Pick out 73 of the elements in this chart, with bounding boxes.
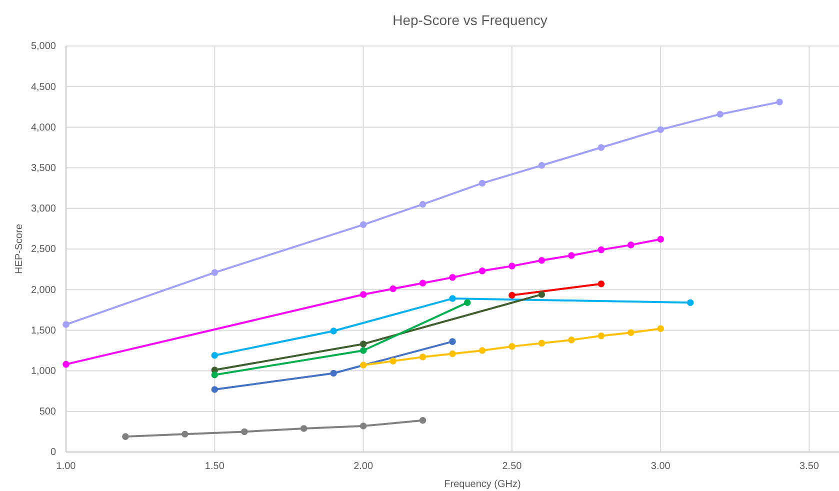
point xyxy=(598,144,605,151)
point xyxy=(390,358,396,364)
point xyxy=(449,350,456,358)
point xyxy=(538,340,546,347)
y-tick-label: 2,500 xyxy=(30,244,56,256)
point xyxy=(568,252,575,259)
point xyxy=(122,433,129,440)
point xyxy=(211,386,218,393)
point xyxy=(419,354,426,360)
point xyxy=(360,340,367,348)
point xyxy=(598,246,605,254)
point xyxy=(211,352,218,359)
point xyxy=(508,292,516,299)
x-axis-title: Frequency (GHz) xyxy=(444,479,521,490)
point xyxy=(628,242,634,248)
point xyxy=(538,162,546,169)
point xyxy=(598,332,605,340)
y-tick-label: 4,500 xyxy=(30,82,56,93)
x-tick-label: 3.00 xyxy=(650,461,671,472)
point xyxy=(330,328,337,334)
point xyxy=(182,430,188,438)
point xyxy=(419,200,426,208)
point xyxy=(211,371,218,378)
point xyxy=(478,347,486,354)
point xyxy=(449,338,456,345)
point xyxy=(464,299,471,306)
point xyxy=(62,360,70,368)
point xyxy=(657,126,664,134)
point xyxy=(508,262,516,270)
point xyxy=(419,280,426,286)
point xyxy=(211,269,218,276)
point xyxy=(300,425,308,432)
point xyxy=(478,180,486,187)
point xyxy=(538,256,546,264)
point xyxy=(628,329,634,336)
x-tick-label: 2.50 xyxy=(502,461,522,472)
point xyxy=(241,428,248,436)
point xyxy=(62,321,70,328)
point xyxy=(568,336,575,344)
x-tick-label: 1.50 xyxy=(204,461,225,472)
chart-title: Hep-Score vs Frequency xyxy=(392,12,548,28)
x-tick-label: 3.50 xyxy=(800,461,820,472)
point xyxy=(508,343,516,350)
y-tick-label: 1,000 xyxy=(30,366,56,377)
point xyxy=(360,422,367,430)
y-tick-label: 4,000 xyxy=(30,122,56,134)
point xyxy=(330,370,337,377)
x-tick-label: 2.00 xyxy=(354,461,374,472)
point xyxy=(538,291,546,298)
point xyxy=(449,274,456,281)
y-tick-label: 5,000 xyxy=(30,41,56,52)
y-tick-label: 500 xyxy=(39,406,56,418)
point xyxy=(598,280,605,288)
y-tick-label: 3,000 xyxy=(30,204,56,215)
point xyxy=(686,299,694,306)
point xyxy=(360,347,367,354)
point xyxy=(360,291,367,298)
x-tick-label: 1.00 xyxy=(56,461,76,472)
y-tick-label: 1,500 xyxy=(30,325,56,336)
point xyxy=(776,98,783,106)
point xyxy=(360,221,367,228)
y-tick-label: 3,500 xyxy=(30,163,56,174)
y-tick-label: 0 xyxy=(50,447,56,458)
point xyxy=(478,268,486,274)
point xyxy=(390,285,396,292)
y-axis-title: HEP-Score xyxy=(14,224,25,274)
point xyxy=(449,295,456,302)
point xyxy=(419,416,426,424)
point xyxy=(716,110,724,118)
point xyxy=(657,325,664,332)
point xyxy=(657,236,664,243)
point xyxy=(360,362,367,368)
y-tick-label: 2,000 xyxy=(30,284,56,296)
